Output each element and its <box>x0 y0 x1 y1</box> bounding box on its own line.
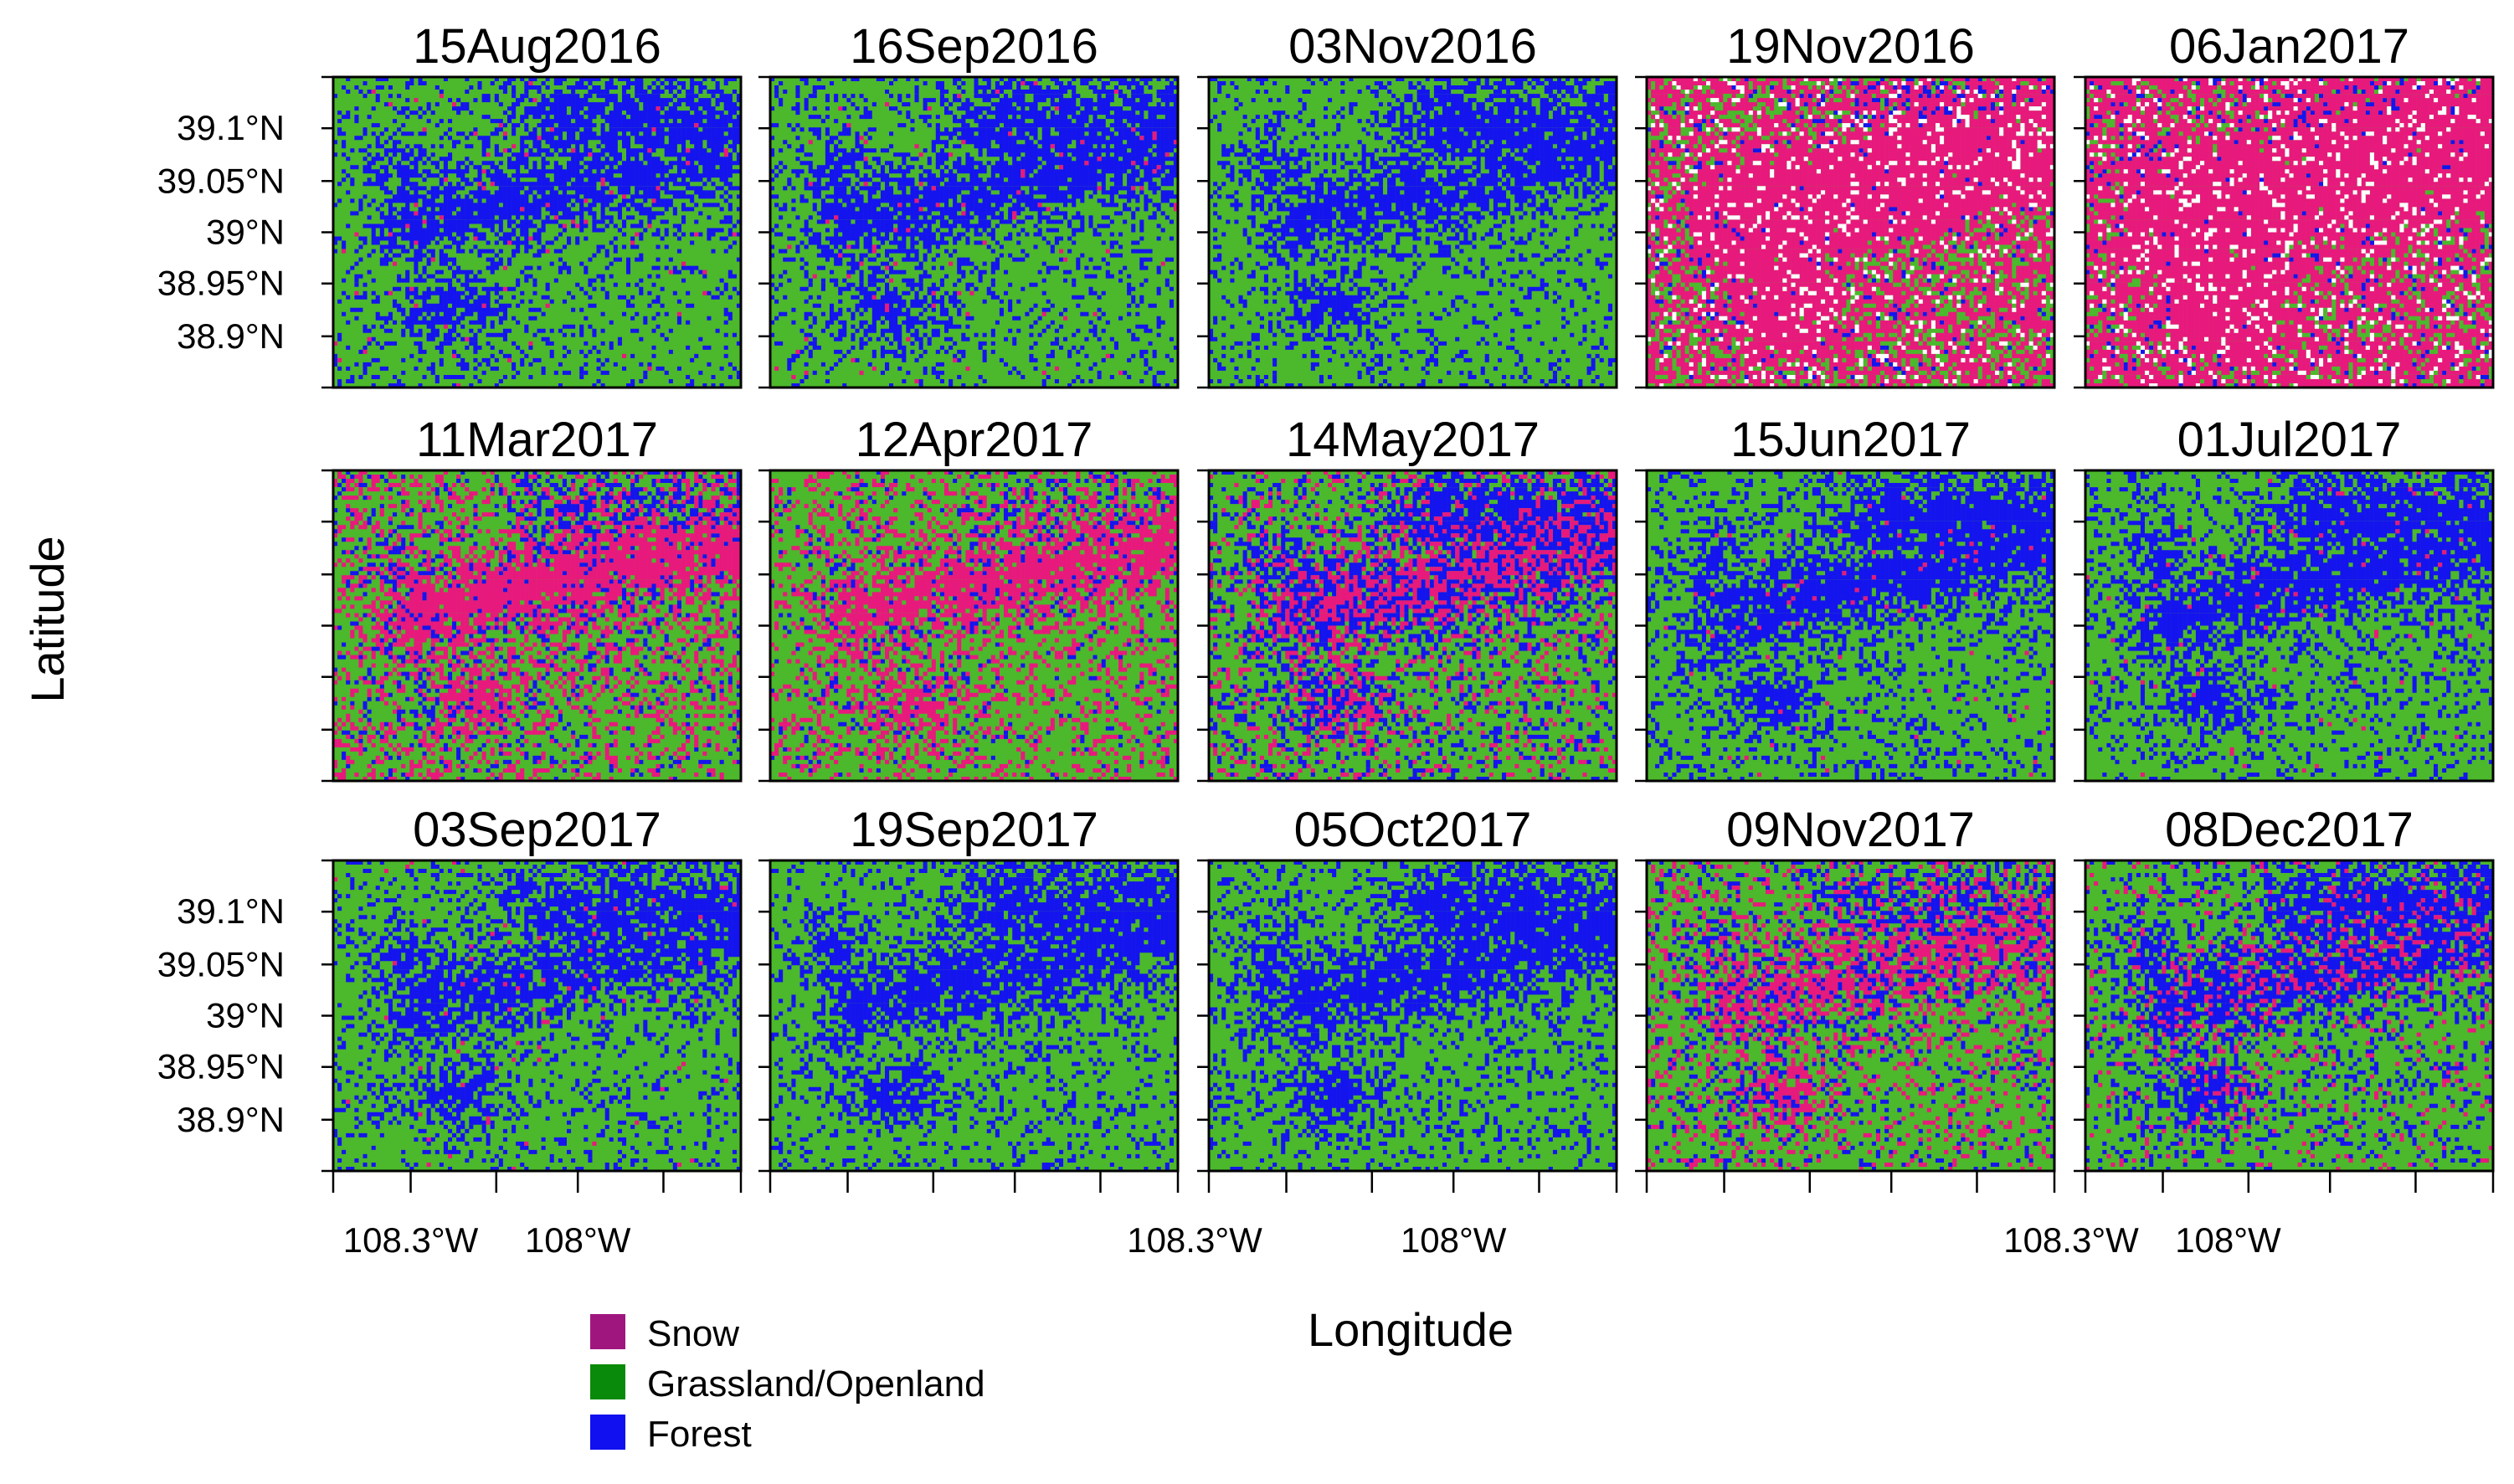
map-forest-cells <box>2085 860 2493 1172</box>
panel-date-title: 06Jan2017 <box>2169 19 2409 74</box>
x-tick-label: 108°W <box>1401 1220 1507 1260</box>
map-forest-cells <box>333 77 741 388</box>
map-forest-cells <box>770 77 1178 388</box>
map-panel: 15Jun2017 <box>1645 413 2056 783</box>
map-snow-cells <box>1209 470 1617 782</box>
map-snow-cells <box>333 470 741 782</box>
panel-date-title: 08Dec2017 <box>2165 803 2414 857</box>
map-snow-cells <box>1647 860 2054 1172</box>
map-panel: 03Sep2017 <box>332 803 743 1173</box>
axis-ticks-and-labels: 39.1°N 39.05°N 39°N 38.95°N 38.9°N 39.1°N 39.0… <box>157 75 2495 1260</box>
map-panel: 11Mar2017 <box>332 413 743 783</box>
panel-date-title: 03Nov2016 <box>1288 19 1537 74</box>
y-tick-label: 38.9°N <box>177 316 285 356</box>
y-tick-label: 38.9°N <box>177 1100 285 1139</box>
map-forest-cells <box>2085 77 2493 388</box>
y-tick-label: 39.05°N <box>157 161 285 200</box>
map-snow-cells <box>1663 470 2054 778</box>
panel-date-title: 15Jun2017 <box>1730 413 1971 467</box>
map-forest-cells <box>1647 860 2054 1172</box>
y-tick-label: 39.05°N <box>157 944 285 983</box>
map-forest-cells <box>770 860 1178 1172</box>
map-panel: 12Apr2017 <box>769 413 1180 783</box>
map-panels: 15Aug2016 16Sep2016 03Nov2016 19Nov2016 06Ja… <box>332 19 2495 1173</box>
map-snow-cells <box>1647 77 2054 388</box>
legend-swatch-forest <box>590 1415 625 1450</box>
panel-date-title: 19Sep2017 <box>850 803 1098 857</box>
panel-date-title: 03Sep2017 <box>413 803 661 857</box>
y-tick-label: 39.1°N <box>177 891 285 931</box>
x-axis-title: Longitude <box>1308 1303 1514 1356</box>
x-tick-label: 108.3°W <box>1127 1220 1262 1260</box>
panel-date-title: 09Nov2017 <box>1726 803 1975 857</box>
panel-date-title: 01Jul2017 <box>2177 413 2402 467</box>
map-panel: 01Jul2017 <box>2084 413 2495 783</box>
legend-swatch-snow <box>590 1314 625 1349</box>
y-tick-label: 38.95°N <box>157 1047 285 1086</box>
y-tick-label: 39.1°N <box>177 108 285 147</box>
panel-date-title: 16Sep2016 <box>850 19 1098 74</box>
panel-date-title: 05Oct2017 <box>1294 803 1532 857</box>
x-tick-label: 108.3°W <box>2003 1220 2139 1260</box>
legend-label-grassland: Grassland/Openland <box>647 1363 985 1404</box>
map-panel: 03Nov2016 <box>1207 19 1618 389</box>
map-cloud-cells <box>1647 77 2054 388</box>
map-forest-cells <box>333 860 741 1172</box>
map-panel: 19Nov2016 <box>1645 19 2056 389</box>
map-panel: 19Sep2017 <box>769 803 1180 1173</box>
map-panel: 08Dec2017 <box>2084 803 2495 1173</box>
y-tick-label: 39°N <box>206 996 285 1035</box>
panel-date-title: 15Aug2016 <box>413 19 661 74</box>
panel-date-title: 14May2017 <box>1286 413 1540 467</box>
x-tick-label: 108.3°W <box>343 1220 479 1260</box>
legend-swatch-grassland <box>590 1364 625 1399</box>
panel-date-title: 12Apr2017 <box>856 413 1093 467</box>
map-forest-cells <box>1209 77 1617 388</box>
x-tick-label: 108°W <box>525 1220 631 1260</box>
map-panel: 05Oct2017 <box>1207 803 1618 1173</box>
map-panel: 09Nov2017 <box>1645 803 2056 1173</box>
y-tick-label: 39°N <box>206 213 285 252</box>
y-axis-title: Latitude <box>21 536 74 702</box>
map-forest-cells <box>1209 470 1617 782</box>
map-forest-cells <box>1209 860 1617 1172</box>
map-snow-cells <box>770 470 1178 782</box>
map-panel: 06Jan2017 <box>2084 19 2495 389</box>
panel-date-title: 19Nov2016 <box>1726 19 1975 74</box>
map-snow-cells <box>2085 860 2493 1172</box>
legend-label-forest: Forest <box>647 1414 752 1455</box>
map-panel: 15Aug2016 <box>332 19 743 389</box>
panel-date-title: 11Mar2017 <box>416 413 658 467</box>
legend-label-snow: Snow <box>647 1313 739 1354</box>
map-panel: 14May2017 <box>1207 413 1618 783</box>
map-snow-cells <box>2085 77 2493 388</box>
y-tick-label: 38.95°N <box>157 264 285 303</box>
legend: Snow Grassland/Openland Forest <box>590 1313 985 1455</box>
map-forest-cells <box>1647 470 2054 782</box>
map-forest-cells <box>2085 470 2493 782</box>
map-panel: 16Sep2016 <box>769 19 1180 389</box>
x-tick-label: 108°W <box>2175 1220 2281 1260</box>
